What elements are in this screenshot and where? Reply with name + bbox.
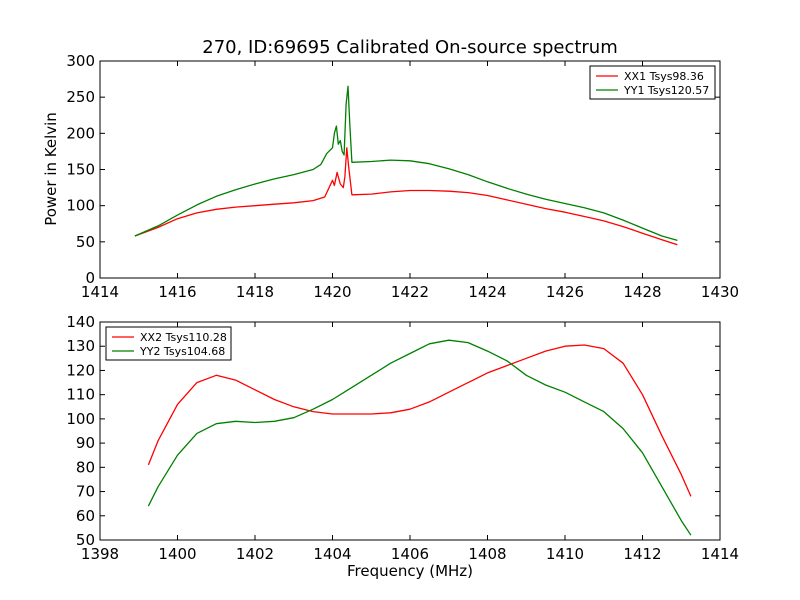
y-tick-label-1-5: 100 xyxy=(66,410,95,428)
y-tick-label-1-7: 120 xyxy=(66,361,95,379)
x-tick-label-0-8: 1430 xyxy=(701,283,739,301)
legend-box-0 xyxy=(589,65,716,100)
x-tick-label-0-6: 1426 xyxy=(546,283,584,301)
legend-label-0-1: YY1 Tsys120.57 xyxy=(623,84,709,97)
x-tick-label-0-2: 1418 xyxy=(236,283,274,301)
y-tick-label-1-0: 50 xyxy=(76,531,95,549)
y-tick-label-1-9: 140 xyxy=(66,313,95,331)
y-tick-label-1-3: 80 xyxy=(76,458,95,476)
legend-box-1 xyxy=(105,326,232,361)
series-line-0-1 xyxy=(134,85,678,242)
x-axis-label-bottom: Frequency (MHz) xyxy=(347,562,473,580)
y-tick-label-0-0: 0 xyxy=(85,269,95,287)
x-tick-label-1-6: 1410 xyxy=(546,545,584,563)
x-tick-label-0-5: 1424 xyxy=(468,283,506,301)
chart-title-top: 270, ID:69695 Calibrated On-source spect… xyxy=(202,37,618,58)
x-tick-label-1-0: 1398 xyxy=(81,545,119,563)
y-axis-label-top: Power in Kelvin xyxy=(42,112,60,226)
x-tick-label-1-2: 1402 xyxy=(236,545,274,563)
legend-label-1-0: XX2 Tsys110.28 xyxy=(140,331,227,344)
y-tick-label-1-6: 110 xyxy=(66,386,95,404)
x-tick-label-0-0: 1414 xyxy=(81,283,119,301)
x-tick-label-0-7: 1428 xyxy=(623,283,661,301)
x-tick-label-0-1: 1416 xyxy=(158,283,196,301)
x-tick-label-1-8: 1414 xyxy=(701,545,739,563)
x-tick-label-1-4: 1406 xyxy=(391,545,429,563)
y-tick-label-0-5: 250 xyxy=(66,88,95,106)
series-line-1-1 xyxy=(147,339,692,536)
y-tick-label-0-6: 300 xyxy=(66,52,95,70)
series-line-0-0 xyxy=(134,147,678,246)
x-tick-label-0-3: 1420 xyxy=(313,283,351,301)
y-tick-label-0-1: 50 xyxy=(76,233,95,251)
y-tick-label-1-1: 60 xyxy=(76,507,95,525)
x-tick-label-1-7: 1412 xyxy=(623,545,661,563)
y-tick-label-0-2: 100 xyxy=(66,197,95,215)
y-tick-label-0-3: 150 xyxy=(66,161,95,179)
x-tick-label-1-5: 1408 xyxy=(468,545,506,563)
top-panel: 1414 1416 1418 1420 1422 1424 1426 1428 1430 0 50 1… xyxy=(66,52,739,301)
y-tick-label-1-4: 90 xyxy=(76,434,95,452)
x-tick-label-1-1: 1400 xyxy=(158,545,196,563)
y-tick-label-1-2: 70 xyxy=(76,483,95,501)
legend-label-1-1: YY2 Tsys104.68 xyxy=(139,345,225,358)
y-tick-label-1-8: 130 xyxy=(66,337,95,355)
series-line-1-0 xyxy=(147,344,692,497)
bottom-panel: 1398 1400 1402 1404 1406 1408 1410 1412 1414 50 60… xyxy=(66,313,739,563)
x-tick-label-0-4: 1422 xyxy=(391,283,429,301)
x-tick-label-1-3: 1404 xyxy=(313,545,351,563)
y-tick-label-0-4: 200 xyxy=(66,124,95,142)
legend-label-0-0: XX1 Tsys98.36 xyxy=(624,70,704,83)
